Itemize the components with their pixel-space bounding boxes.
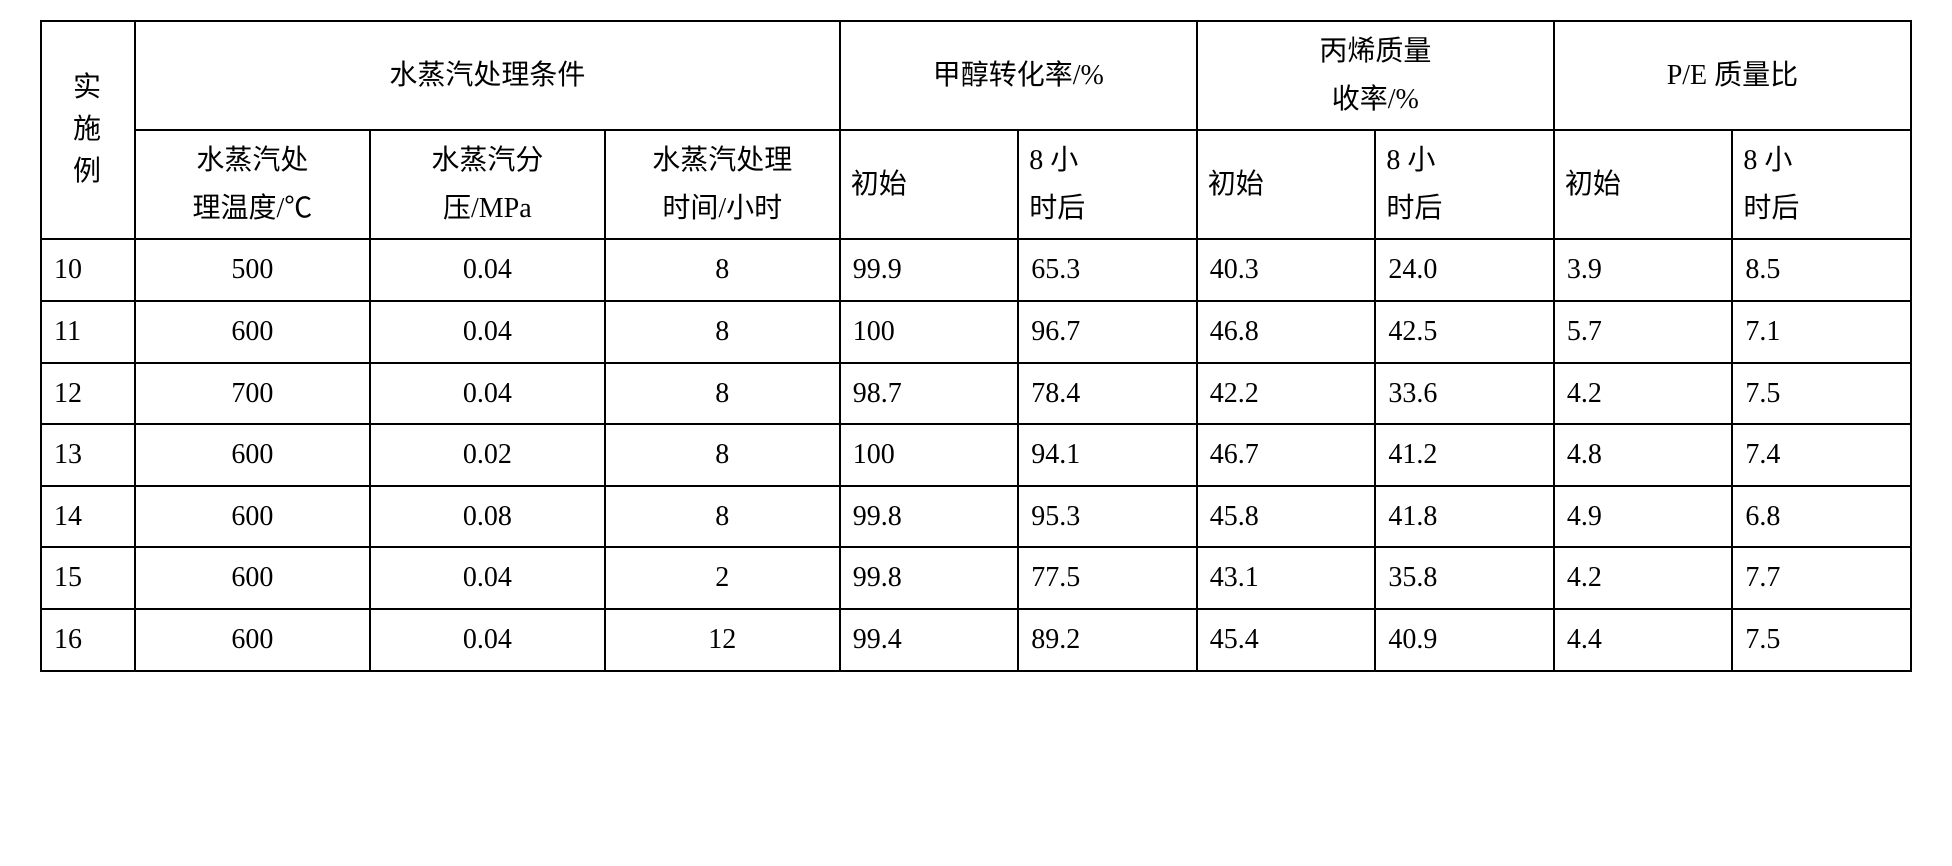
cell-yield-initial: 45.4 [1197,609,1376,671]
cell-temp: 600 [135,424,370,486]
cell-temp: 700 [135,363,370,425]
subheader-yield-8h: 8 小时后 [1375,130,1554,239]
cell-example: 16 [41,609,135,671]
cell-conv-8h: 65.3 [1018,239,1197,301]
cell-time: 8 [605,363,840,425]
subheader-conv-initial: 初始 [840,130,1019,239]
subheader-conv-8h: 8 小时后 [1018,130,1197,239]
header-row-1: 实施例 水蒸汽处理条件 甲醇转化率/% 丙烯质量收率/% P/E 质量比 [41,21,1911,130]
subheader-yield-initial: 初始 [1197,130,1376,239]
cell-pressure: 0.04 [370,301,605,363]
cell-pe-initial: 4.8 [1554,424,1733,486]
cell-conv-8h: 94.1 [1018,424,1197,486]
cell-yield-8h: 40.9 [1375,609,1554,671]
cell-example: 11 [41,301,135,363]
cell-yield-8h: 35.8 [1375,547,1554,609]
cell-temp: 600 [135,301,370,363]
cell-pressure: 0.08 [370,486,605,548]
subheader-pe-initial: 初始 [1554,130,1733,239]
header-row-2: 水蒸汽处理温度/℃ 水蒸汽分压/MPa 水蒸汽处理时间/小时 初始 8 小时后 … [41,130,1911,239]
cell-yield-8h: 41.8 [1375,486,1554,548]
cell-time: 8 [605,301,840,363]
cell-conv-initial: 99.8 [840,486,1019,548]
table-row: 136000.02810094.146.741.24.87.4 [41,424,1911,486]
table-header: 实施例 水蒸汽处理条件 甲醇转化率/% 丙烯质量收率/% P/E 质量比 水蒸汽… [41,21,1911,239]
cell-pe-initial: 4.9 [1554,486,1733,548]
cell-pe-8h: 8.5 [1732,239,1911,301]
header-steam-conditions: 水蒸汽处理条件 [135,21,840,130]
cell-temp: 500 [135,239,370,301]
cell-conv-initial: 99.8 [840,547,1019,609]
cell-pe-initial: 3.9 [1554,239,1733,301]
cell-pressure: 0.04 [370,363,605,425]
cell-conv-8h: 96.7 [1018,301,1197,363]
cell-conv-8h: 95.3 [1018,486,1197,548]
cell-time: 2 [605,547,840,609]
cell-pe-8h: 7.5 [1732,609,1911,671]
cell-pe-8h: 7.4 [1732,424,1911,486]
cell-yield-initial: 40.3 [1197,239,1376,301]
cell-conv-initial: 98.7 [840,363,1019,425]
cell-time: 8 [605,239,840,301]
cell-temp: 600 [135,547,370,609]
cell-yield-8h: 24.0 [1375,239,1554,301]
cell-pe-initial: 4.2 [1554,547,1733,609]
subheader-time: 水蒸汽处理时间/小时 [605,130,840,239]
cell-conv-initial: 100 [840,424,1019,486]
table-row: 156000.04299.877.543.135.84.27.7 [41,547,1911,609]
cell-pe-initial: 4.2 [1554,363,1733,425]
cell-pe-8h: 6.8 [1732,486,1911,548]
cell-conv-8h: 77.5 [1018,547,1197,609]
cell-pressure: 0.02 [370,424,605,486]
table-row: 166000.041299.489.245.440.94.47.5 [41,609,1911,671]
cell-conv-8h: 89.2 [1018,609,1197,671]
header-example: 实施例 [41,21,135,239]
cell-yield-initial: 42.2 [1197,363,1376,425]
cell-yield-initial: 46.7 [1197,424,1376,486]
table-row: 127000.04898.778.442.233.64.27.5 [41,363,1911,425]
cell-pressure: 0.04 [370,609,605,671]
cell-pe-initial: 4.4 [1554,609,1733,671]
cell-yield-8h: 33.6 [1375,363,1554,425]
cell-time: 8 [605,424,840,486]
cell-yield-initial: 46.8 [1197,301,1376,363]
subheader-temp: 水蒸汽处理温度/℃ [135,130,370,239]
header-pe-ratio: P/E 质量比 [1554,21,1911,130]
cell-time: 12 [605,609,840,671]
cell-pressure: 0.04 [370,547,605,609]
table-row: 116000.04810096.746.842.55.77.1 [41,301,1911,363]
cell-pe-initial: 5.7 [1554,301,1733,363]
cell-time: 8 [605,486,840,548]
cell-example: 10 [41,239,135,301]
cell-temp: 600 [135,486,370,548]
cell-yield-8h: 42.5 [1375,301,1554,363]
cell-example: 14 [41,486,135,548]
subheader-pe-8h: 8 小时后 [1732,130,1911,239]
data-table: 实施例 水蒸汽处理条件 甲醇转化率/% 丙烯质量收率/% P/E 质量比 水蒸汽… [40,20,1912,672]
cell-conv-initial: 99.4 [840,609,1019,671]
cell-example: 13 [41,424,135,486]
cell-pe-8h: 7.5 [1732,363,1911,425]
cell-example: 15 [41,547,135,609]
cell-pe-8h: 7.7 [1732,547,1911,609]
header-conversion: 甲醇转化率/% [840,21,1197,130]
table-row: 146000.08899.895.345.841.84.96.8 [41,486,1911,548]
table-row: 105000.04899.965.340.324.03.98.5 [41,239,1911,301]
cell-conv-8h: 78.4 [1018,363,1197,425]
cell-pressure: 0.04 [370,239,605,301]
cell-yield-initial: 43.1 [1197,547,1376,609]
cell-yield-8h: 41.2 [1375,424,1554,486]
cell-yield-initial: 45.8 [1197,486,1376,548]
cell-example: 12 [41,363,135,425]
cell-conv-initial: 100 [840,301,1019,363]
cell-pe-8h: 7.1 [1732,301,1911,363]
subheader-pressure: 水蒸汽分压/MPa [370,130,605,239]
table-body: 105000.04899.965.340.324.03.98.5116000.0… [41,239,1911,670]
cell-temp: 600 [135,609,370,671]
cell-conv-initial: 99.9 [840,239,1019,301]
header-yield: 丙烯质量收率/% [1197,21,1554,130]
